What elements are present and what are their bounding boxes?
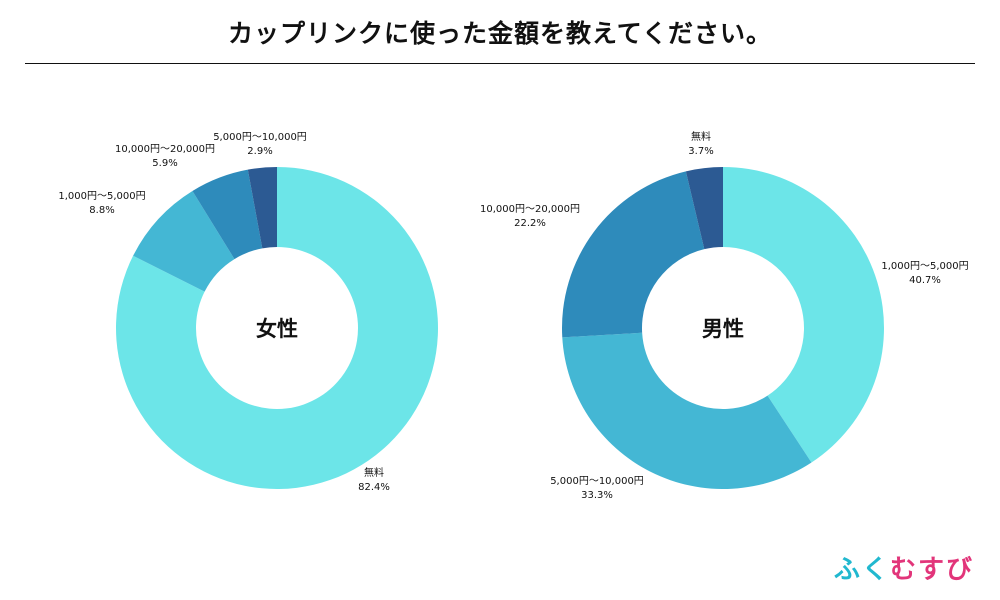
slice-label: 10,000円〜20,000円 5.9% <box>115 144 215 169</box>
title-divider <box>25 63 975 64</box>
brand-logo: ふくむすび <box>834 549 974 586</box>
brand-char: す <box>917 555 946 585</box>
donut-slice <box>192 169 263 260</box>
slice-label: 1,000円〜5,000円 8.8% <box>58 191 145 216</box>
donut-slice <box>685 167 723 250</box>
slice-label: 1,000円〜5,000円 40.7% <box>881 261 968 286</box>
donut-slice <box>562 332 812 490</box>
slice-label: 5,000円〜10,000円 33.3% <box>550 476 644 501</box>
slice-label: 無料 3.7% <box>688 130 713 157</box>
donut-slice <box>562 171 705 338</box>
donut-slice <box>133 190 235 292</box>
brand-char: び <box>945 555 974 585</box>
donut-slice <box>723 167 885 463</box>
donut-slice <box>247 167 277 249</box>
donut-center-label: 女性 <box>256 317 298 341</box>
brand-char: く <box>861 555 890 585</box>
donut-center-label: 男性 <box>702 317 744 341</box>
slice-label: 5,000円〜10,000円 2.9% <box>213 132 307 157</box>
chart-title: カップリンクに使った金額を教えてください。 <box>227 19 772 48</box>
brand-char: む <box>889 555 918 585</box>
slice-label: 10,000円〜20,000円 22.2% <box>480 204 580 229</box>
slice-label: 無料 82.4% <box>358 466 390 493</box>
brand-char: ふ <box>833 555 862 585</box>
donut-slice <box>116 167 439 489</box>
